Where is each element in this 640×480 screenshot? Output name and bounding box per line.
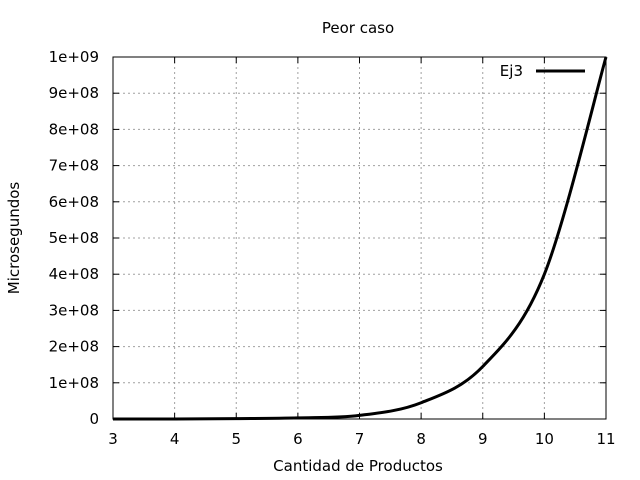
- y-tick-label: 1e+09: [49, 48, 99, 66]
- y-tick-label: 3e+08: [49, 301, 99, 319]
- y-tick-label: 7e+08: [49, 157, 99, 175]
- x-tick-label: 8: [416, 430, 426, 448]
- y-tick-label: 0: [89, 410, 99, 428]
- legend: Ej3: [500, 62, 585, 80]
- y-tick-label: 8e+08: [49, 120, 99, 138]
- x-tick-label: 4: [170, 430, 180, 448]
- y-axis-label: Microsegundos: [5, 182, 23, 295]
- y-tick-label: 2e+08: [49, 338, 99, 356]
- grid-lines: [113, 57, 606, 419]
- x-tick-label: 9: [478, 430, 488, 448]
- chart-title: Peor caso: [322, 19, 394, 37]
- y-tick-label: 6e+08: [49, 193, 99, 211]
- series-lines: [112, 56, 608, 421]
- x-tick-label: 7: [355, 430, 365, 448]
- x-tick-label: 5: [231, 430, 241, 448]
- x-tick-labels: 3 4 5 6 7 8 9 10 11: [108, 430, 615, 448]
- y-tick-label: 9e+08: [49, 84, 99, 102]
- plot-frame: [112, 56, 607, 420]
- x-tick-label: 10: [535, 430, 554, 448]
- x-tick-label: 11: [596, 430, 615, 448]
- series-line-ej3: [112, 56, 608, 421]
- y-tick-labels: 0 1e+08 2e+08 3e+08 4e+08 5e+08 6e+08 7e+08 8e+0…: [49, 48, 99, 428]
- x-axis-label: Cantidad de Productos: [273, 457, 443, 475]
- y-tick-label: 5e+08: [49, 229, 99, 247]
- y-tick-label: 1e+08: [49, 374, 99, 392]
- x-tick-label: 3: [108, 430, 118, 448]
- x-tick-label: 6: [293, 430, 303, 448]
- y-tick-label: 4e+08: [49, 265, 99, 283]
- legend-label: Ej3: [500, 62, 523, 80]
